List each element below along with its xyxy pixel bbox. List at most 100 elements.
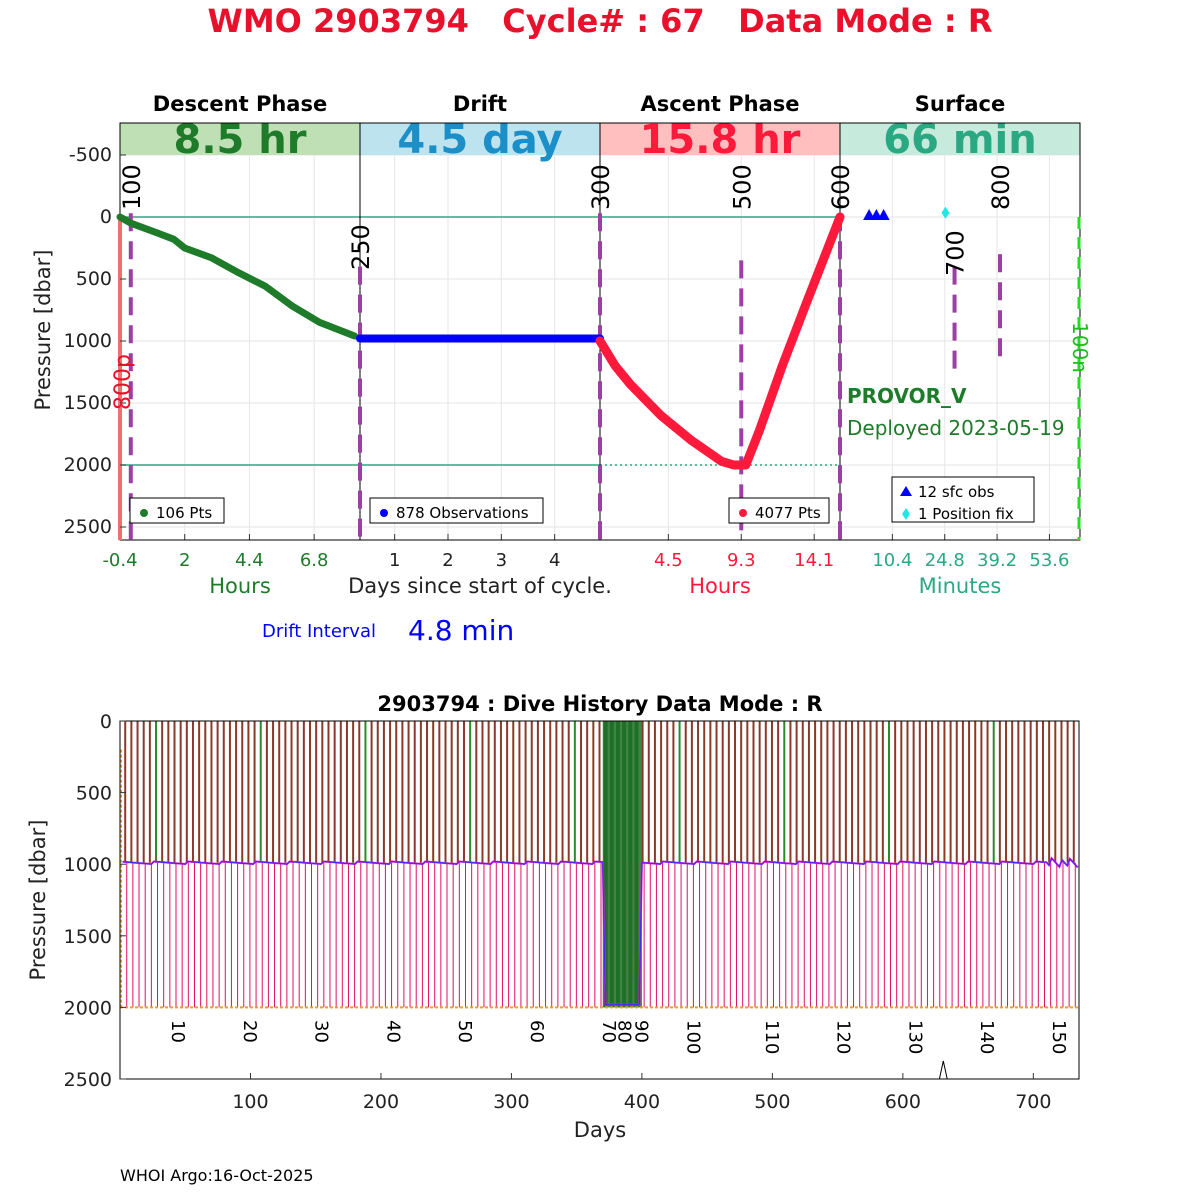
x-tick-label: 300 — [493, 1091, 529, 1113]
y-tick-label: 500 — [76, 783, 112, 805]
phase-x-axis-label: Days since start of cycle. — [348, 574, 612, 598]
x-tick-label: 4.5 — [654, 550, 683, 571]
x-tick-label: 2 — [442, 550, 453, 571]
y-tick-label: 500 — [76, 268, 112, 290]
surface-obs-point — [877, 209, 890, 220]
y-tick-label: 1000 — [64, 854, 112, 876]
cycle-number-label: 20 — [239, 1020, 260, 1043]
y-axis-label: Pressure [dbar] — [26, 820, 50, 981]
x-tick-label: 4 — [549, 550, 560, 571]
y-axis-label: Pressure [dbar] — [31, 250, 55, 411]
series-line-descent — [116, 213, 359, 340]
cycle-number-label: 60 — [526, 1020, 547, 1043]
park-pressure-trace — [122, 856, 1079, 1006]
park-pressure-trace-blue — [122, 857, 1078, 1005]
x-tick-label: 6.8 — [300, 550, 329, 571]
legend-marker — [902, 508, 910, 520]
event-marker-label: 700 — [942, 230, 970, 276]
deployment-date-label: Deployed 2023-05-19 — [847, 416, 1065, 440]
event-marker-label: 250 — [347, 224, 375, 270]
cycle-number-label: 140 — [976, 1020, 997, 1054]
legend-marker — [380, 509, 388, 517]
phase-duration-band — [600, 123, 840, 155]
drift-interval-label: Drift Interval — [262, 621, 376, 642]
x-tick-label: 4.4 — [235, 550, 264, 571]
x-tick-label: 9.3 — [727, 550, 756, 571]
y-tick-label: 1500 — [64, 392, 112, 414]
phase-duration-band — [120, 123, 360, 155]
cycle-number-label: 90 — [630, 1020, 651, 1043]
legend-marker — [140, 509, 148, 517]
phase-duration-label: 8.5 hr — [174, 117, 307, 163]
cycle-number-label: 50 — [454, 1020, 475, 1043]
series-line-ascent — [595, 212, 845, 470]
cycle-number-label: 30 — [311, 1020, 332, 1043]
legend-box — [369, 497, 544, 524]
x-tick-label: 700 — [1015, 1091, 1051, 1113]
position-fix-point — [941, 206, 950, 219]
phase-duration-label: 15.8 hr — [640, 117, 801, 163]
x-tick-label: 1 — [389, 550, 400, 571]
phase-title: Drift — [453, 92, 507, 116]
legend-label: 878 Observations — [396, 504, 529, 522]
event-marker-label: 600 — [827, 164, 855, 210]
y-tick-label: 2500 — [64, 1069, 112, 1091]
y-tick-label: 0 — [100, 711, 112, 733]
cycle-number-label: 110 — [761, 1020, 782, 1054]
legend-label: 12 sfc obs — [918, 483, 995, 501]
cycle-number-label: 120 — [833, 1020, 854, 1054]
right-side-label: 100n — [1068, 322, 1092, 373]
history-plot-frame — [119, 720, 1080, 1080]
phase-duration-label: 66 min — [883, 117, 1036, 163]
legend-label: 4077 Pts — [755, 504, 821, 522]
footer-credit: WHOI Argo:16-Oct-2025 — [120, 1166, 314, 1185]
x-tick-label: 100 — [232, 1091, 268, 1113]
x-tick-label: 2 — [179, 550, 190, 571]
left-side-label: 800p — [111, 354, 136, 410]
x-tick-label: 400 — [624, 1091, 660, 1113]
y-tick-label: 2500 — [64, 516, 112, 538]
bottom-spike — [938, 1060, 948, 1080]
phase-title: Surface — [915, 92, 1005, 116]
x-tick-label: 200 — [363, 1091, 399, 1113]
phase-x-axis-label: Hours — [689, 574, 751, 598]
x-tick-label: 14.1 — [794, 550, 834, 571]
cycle-number-label: 70 — [598, 1020, 619, 1043]
x-tick-label: 600 — [885, 1091, 921, 1113]
legend-box — [891, 476, 1035, 523]
x-tick-label: 10.4 — [872, 550, 912, 571]
deep-drift-block — [602, 721, 642, 1008]
figure-title: WMO 2903794 Cycle# : 67 Data Mode : R — [207, 2, 993, 40]
y-tick-label: 0 — [100, 206, 112, 228]
drift-interval-value: 4.8 min — [408, 614, 514, 647]
x-tick-label: -0.4 — [102, 550, 137, 571]
phase-duration-band — [360, 123, 600, 155]
cycle-number-label: 130 — [904, 1020, 925, 1054]
float-model-label: PROVOR_V — [847, 384, 967, 408]
phase-duration-label: 4.5 day — [397, 117, 562, 163]
event-marker-label: 800 — [987, 164, 1015, 210]
y-tick-label: 2000 — [64, 454, 112, 476]
y-tick-label: 1000 — [64, 330, 112, 352]
legend-marker — [739, 509, 747, 517]
phase-duration-band — [840, 123, 1080, 155]
x-axis-label: Days — [574, 1118, 626, 1142]
cycle-number-label: 10 — [167, 1020, 188, 1043]
y-tick-label: -500 — [69, 144, 112, 166]
event-marker-label: 500 — [728, 164, 756, 210]
x-tick-label: 39.2 — [977, 550, 1017, 571]
cycle-number-label: 100 — [683, 1020, 704, 1054]
y-tick-label: 1500 — [64, 926, 112, 948]
legend-label: 106 Pts — [156, 504, 212, 522]
legend-marker — [900, 486, 912, 496]
x-tick-label: 3 — [496, 550, 507, 571]
history-title: 2903794 : Dive History Data Mode : R — [377, 692, 822, 716]
x-tick-label: 24.8 — [925, 550, 965, 571]
y-tick-label: 2000 — [64, 997, 112, 1019]
cycle-number-label: 80 — [613, 1020, 634, 1043]
x-tick-label: 500 — [754, 1091, 790, 1113]
x-tick-label: 53.6 — [1029, 550, 1069, 571]
phase-x-axis-label: Minutes — [919, 574, 1002, 598]
